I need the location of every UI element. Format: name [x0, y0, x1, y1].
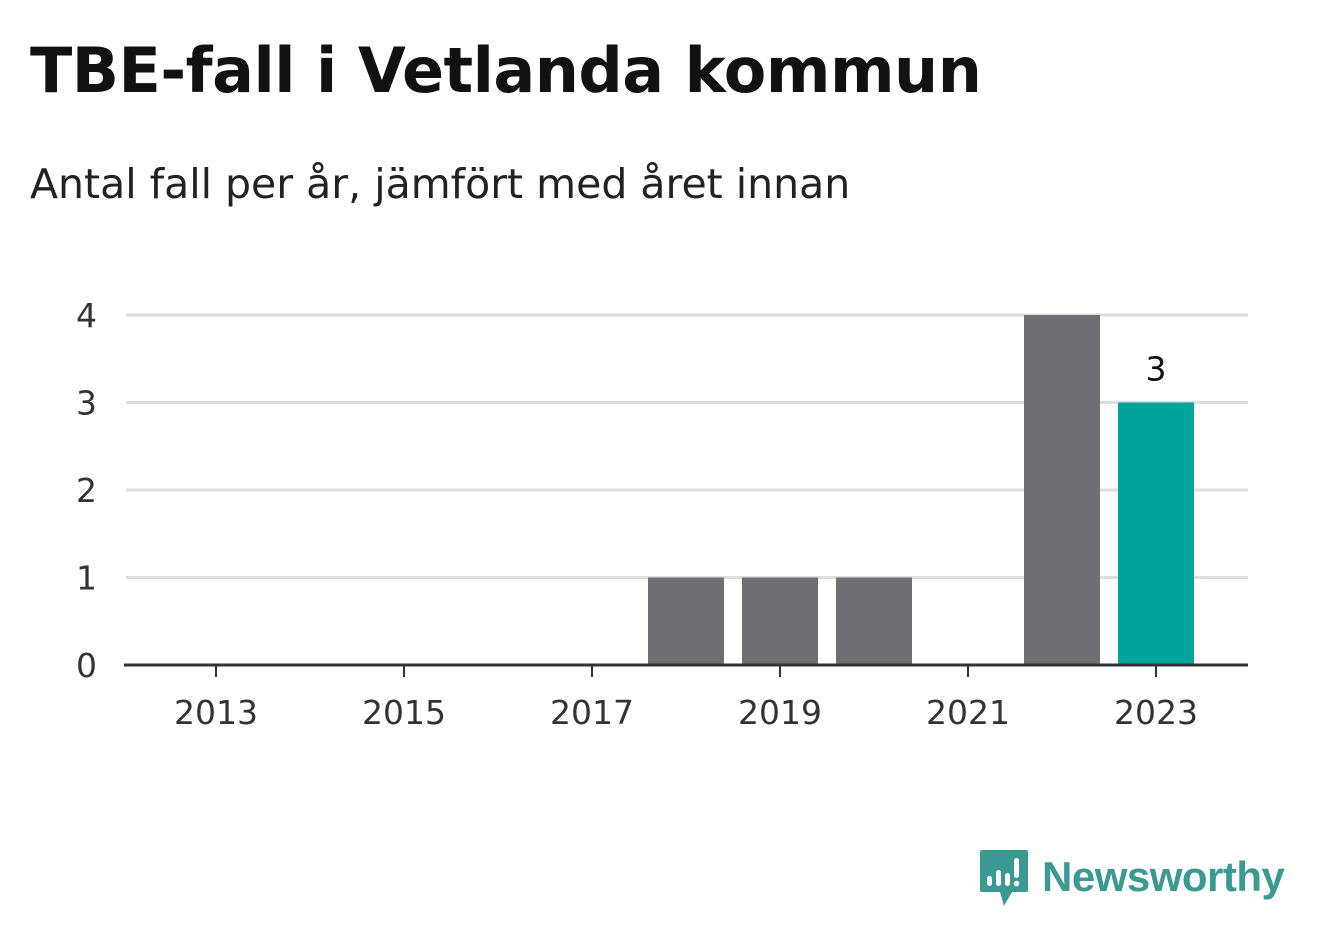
chart-subtitle: Antal fall per år, jämfört med året inna… — [30, 160, 851, 208]
chart-title: TBE-fall i Vetlanda kommun — [30, 34, 982, 107]
x-tick-label: 2021 — [926, 693, 1010, 732]
brand-name: Newsworthy — [1042, 853, 1285, 900]
y-tick-label: 4 — [76, 296, 97, 335]
newsworthy-logo: Newsworthy — [978, 848, 1298, 910]
x-tick-label: 2019 — [738, 693, 822, 732]
x-tick-label: 2013 — [174, 693, 258, 732]
x-tick-label: 2017 — [550, 693, 634, 732]
bar — [1024, 315, 1100, 665]
y-tick-label: 1 — [76, 559, 97, 598]
x-tick-label: 2023 — [1114, 693, 1198, 732]
bar-highlight — [1118, 402, 1194, 665]
data-label: 3 — [1146, 350, 1167, 389]
bar — [836, 577, 912, 665]
y-tick-label: 2 — [76, 471, 97, 510]
y-tick-label: 3 — [76, 384, 97, 423]
x-tick-label: 2015 — [362, 693, 446, 732]
bar — [742, 577, 818, 665]
y-tick-label: 0 — [76, 646, 97, 685]
bar — [648, 577, 724, 665]
bar-chart-bubble-icon — [980, 850, 1028, 906]
